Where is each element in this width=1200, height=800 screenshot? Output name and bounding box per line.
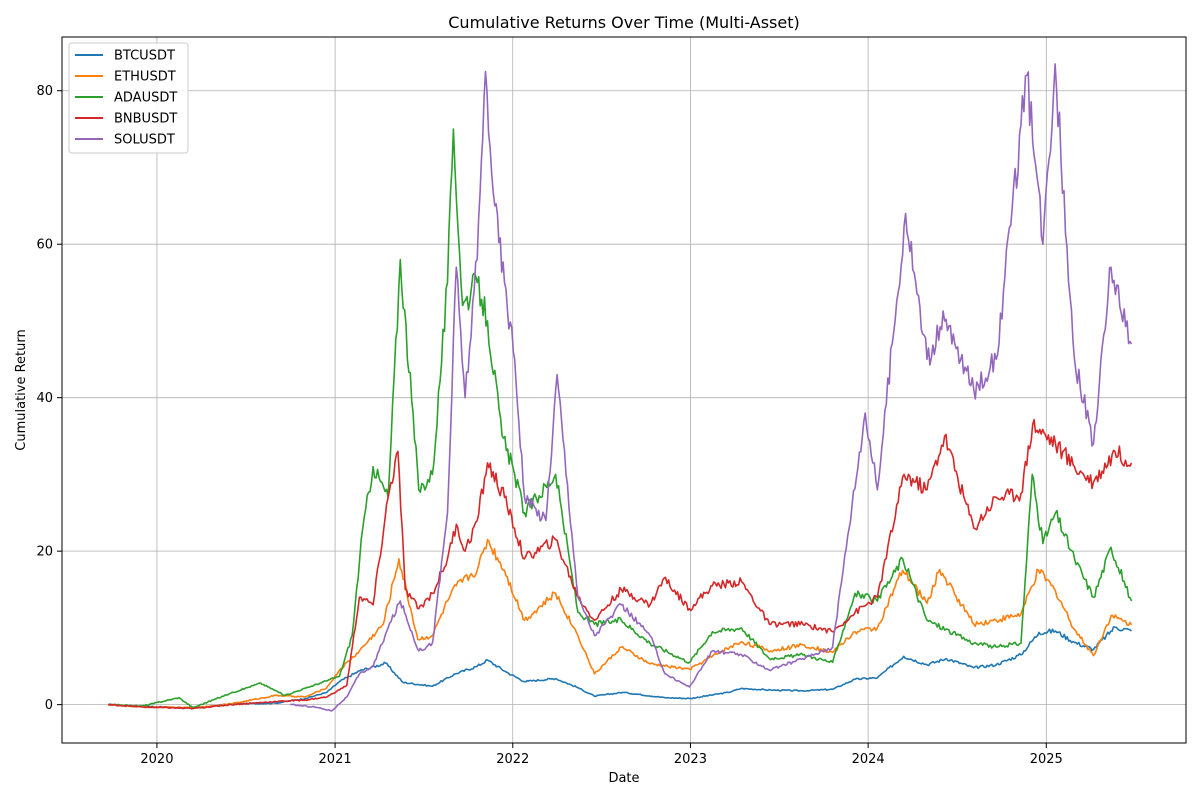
x-tick-label: 2022 [496,752,529,767]
y-axis-ticks: 0 20 40 60 80 [36,84,62,713]
legend: BTCUSDT ETHUSDT ADAUSDT BNBUSDT SOLUSDT [68,42,189,154]
legend-item-btcusdt: BTCUSDT [75,49,175,64]
legend-item-solusdt: SOLUSDT [75,133,175,148]
series-line-solusdt [290,63,1133,712]
x-axis-label: Date [608,771,639,786]
y-tick-label: 0 [45,698,53,713]
legend-label: BNBUSDT [114,112,177,127]
x-tick-label: 2020 [140,752,173,767]
series-line-adausdt [108,128,1133,709]
y-axis-label: Cumulative Return [14,329,29,450]
y-tick-label: 40 [36,391,53,406]
plot-frame [61,36,1187,744]
chart-title: Cumulative Returns Over Time (Multi-Asse… [448,13,799,32]
x-tick-label: 2024 [852,752,885,767]
grid [62,37,1186,743]
y-tick-label: 60 [36,238,53,253]
legend-item-adausdt: ADAUSDT [75,91,177,106]
legend-box [68,42,189,154]
y-tick-label: 20 [36,545,53,560]
x-tick-label: 2021 [319,752,352,767]
y-tick-label: 80 [36,84,53,99]
series-lines [107,63,1133,712]
series-line-bnbusdt [108,418,1133,710]
legend-label: BTCUSDT [114,49,175,64]
x-tick-label: 2023 [674,752,707,767]
x-tick-label: 2025 [1030,752,1063,767]
legend-label: ETHUSDT [114,70,176,85]
legend-item-ethusdt: ETHUSDT [75,70,176,85]
legend-item-bnbusdt: BNBUSDT [75,112,177,127]
series-line-btcusdt [107,626,1132,710]
x-axis-ticks: 2020 2021 2022 2023 2024 2025 [140,743,1063,767]
legend-label: SOLUSDT [114,133,175,148]
series-line-ethusdt [107,538,1133,709]
legend-label: ADAUSDT [114,91,177,106]
